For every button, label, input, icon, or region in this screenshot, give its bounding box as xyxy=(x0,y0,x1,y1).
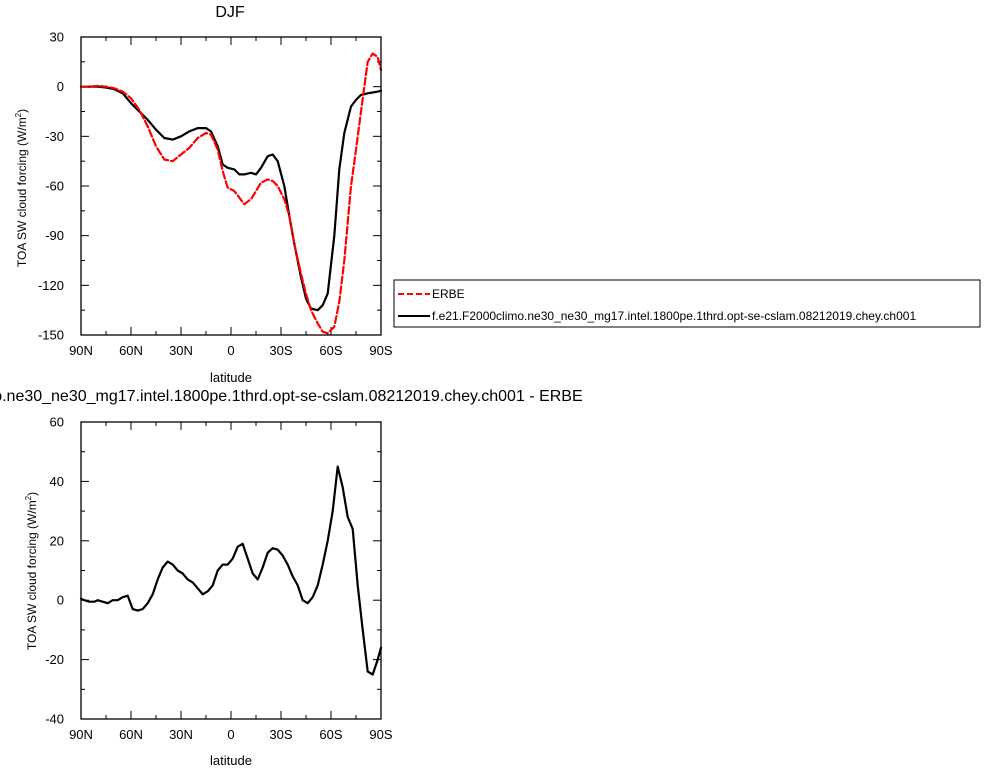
y-axis-label: TOA SW cloud forcing (W/m2) xyxy=(14,109,29,267)
difference-chart-title: f.e21.F2000climo.ne30_ne30_mg17.intel.18… xyxy=(0,388,583,405)
y-tick-label: -40 xyxy=(45,712,64,727)
y-tick-label: 0 xyxy=(57,79,64,94)
ticks-layer: 90N 60N 30N 0 30S 60S 90S 30 0 -30 -60 -90 -120 -150 xyxy=(38,30,393,359)
x-tick-label: 30N xyxy=(169,727,193,742)
x-tick-label: 90S xyxy=(369,727,392,742)
x-tick-label: 90N xyxy=(69,343,93,358)
x-tick-label: 0 xyxy=(227,343,234,358)
legend-box xyxy=(393,279,981,328)
difference-data-layer xyxy=(79,465,383,676)
legend-entry-erbe: ERBE xyxy=(432,287,465,301)
series-line-erbe xyxy=(79,52,383,335)
data-layer xyxy=(79,52,383,335)
series-line-model xyxy=(79,85,383,312)
y-tick-label: 30 xyxy=(50,30,64,45)
y-tick-label: 20 xyxy=(50,533,64,548)
x-tick-label: 60S xyxy=(319,727,342,742)
x-tick-label: 60N xyxy=(119,343,143,358)
y-tick-label: -90 xyxy=(45,228,64,243)
difference-ticks-layer: 90N 60N 30N 0 30S 60S 90S 60 40 20 0 -20 -40 xyxy=(45,415,393,743)
difference-x-axis-label: latitude xyxy=(210,753,252,768)
y-axis-label-text: TOA SW cloud forcing (W/m xyxy=(15,117,29,267)
x-tick-label: 60N xyxy=(119,727,143,742)
y-tick-label: -150 xyxy=(38,328,64,343)
x-tick-label: 30N xyxy=(169,343,193,358)
series-line-model xyxy=(79,465,383,676)
y-tick-label: 40 xyxy=(50,474,64,489)
x-tick-label: 0 xyxy=(227,727,234,742)
difference-plot-frame xyxy=(80,421,382,720)
difference-y-axis-label-text: TOA SW cloud forcing (W/m xyxy=(25,500,39,650)
x-tick-label: 60S xyxy=(319,343,342,358)
top-panel: DJF TOA SW cloud forcing (W/m2) latitude… xyxy=(14,4,981,385)
y-tick-label: -30 xyxy=(45,129,64,144)
y-axis-label-superscript: 2 xyxy=(14,112,23,117)
difference-y-axis-label: TOA SW cloud forcing (W/m2) xyxy=(24,492,39,650)
y-axis-label-close: ) xyxy=(15,109,29,113)
y-tick-label: -120 xyxy=(38,278,64,293)
x-tick-label: 30S xyxy=(269,343,292,358)
difference-y-axis-label-superscript: 2 xyxy=(24,495,33,500)
difference-y-axis-label-close: ) xyxy=(25,492,39,496)
x-tick-label: 90N xyxy=(69,727,93,742)
y-tick-label: -20 xyxy=(45,652,64,667)
chart-title: DJF xyxy=(215,4,245,21)
bottom-panel: f.e21.F2000climo.ne30_ne30_mg17.intel.18… xyxy=(0,388,583,768)
x-tick-label: 30S xyxy=(269,727,292,742)
legend-entry-model: f.e21.F2000climo.ne30_ne30_mg17.intel.18… xyxy=(432,309,916,323)
y-tick-label: -60 xyxy=(45,179,64,194)
x-axis-label: latitude xyxy=(210,370,252,385)
plot-frame xyxy=(80,36,382,336)
legend: ERBE f.e21.F2000climo.ne30_ne30_mg17.int… xyxy=(393,279,981,328)
y-tick-label: 0 xyxy=(57,593,64,608)
x-tick-label: 90S xyxy=(369,343,392,358)
y-tick-label: 60 xyxy=(50,415,64,430)
